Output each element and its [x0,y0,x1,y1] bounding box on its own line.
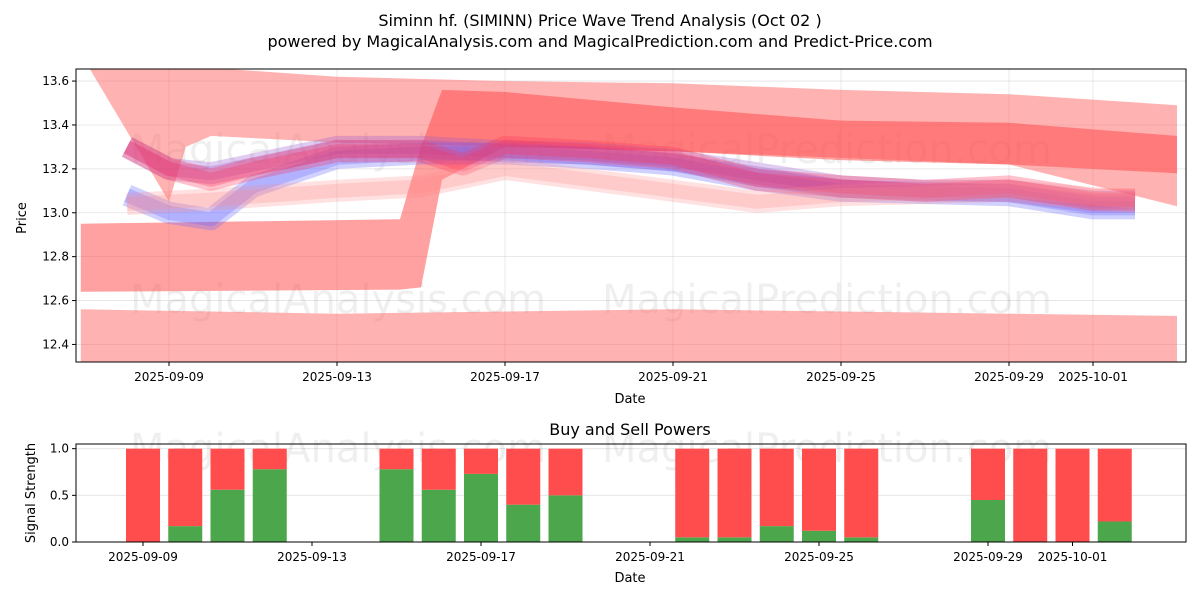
bottom-x-label: Date [614,571,645,586]
bottom-y-tick-label: 0.0 [50,535,69,549]
sell-bar [844,448,879,538]
sell-bar [210,448,245,490]
sell-bar [759,448,794,527]
buy-bar [252,469,287,542]
bottom-x-tick-label: 2025-09-09 [108,550,178,564]
sell-bar [1055,448,1090,542]
top-y-tick-label: 13.6 [42,74,69,88]
buy-bar [548,495,583,542]
sell-bar [971,448,1005,500]
top-x-tick-label: 2025-09-29 [974,370,1044,384]
purple-wave-2 [121,135,1135,213]
top-x-label: Date [614,392,645,407]
top-y-ticks: 12.4 12.6 12.8 13.0 13.2 13.4 13.6 [42,74,76,351]
sell-bar [802,448,836,531]
top-x-tick-label: 2025-09-09 [134,370,204,384]
chart-subtitle: powered by MagicalAnalysis.com and Magic… [267,32,932,51]
sell-bar [717,448,752,538]
blue-wave-1 [122,142,1135,231]
buy-bar [421,489,456,542]
bottom-x-tick-label: 2025-10-01 [1038,550,1108,564]
buy-bar [1097,521,1132,542]
buy-bar [506,504,541,542]
sell-bar [1013,448,1048,542]
sell-bar [675,448,710,538]
bottom-y-label: Signal Strength [24,443,39,543]
chart-title: Siminn hf. (SIMINN) Price Wave Trend Ana… [378,11,821,30]
sell-bar [379,448,414,470]
top-x-tick-label: 2025-09-17 [470,370,540,384]
buy-bar [379,469,414,542]
sell-bar [126,448,160,542]
bottom-y-tick-label: 0.5 [50,488,69,502]
top-y-tick-label: 12.4 [42,337,69,351]
top-x-tick-label: 2025-09-21 [638,370,708,384]
top-y-tick-label: 12.8 [42,250,69,264]
mid-wide-band [80,89,1177,292]
bottom-axes-frame [75,443,1187,543]
buy-bar [971,500,1005,542]
top-y-label: Price [15,202,30,234]
sell-bar [506,448,541,505]
bottom-y-tick-label: 1.0 [50,442,69,456]
bottom-title: Buy and Sell Powers [549,420,711,439]
buy-bar [759,526,794,542]
bottom-bars [126,448,1132,542]
bottom-y-ticks: 0.0 0.5 1.0 [50,442,76,549]
bottom-x-tick-label: 2025-09-21 [615,550,685,564]
buy-bar [464,473,498,542]
bottom-x-ticks: 2025-09-09 2025-09-13 2025-09-17 2025-09-21… [108,542,1107,564]
red-wave-3 [123,139,1135,207]
buy-bar [168,526,203,542]
sell-bar [421,448,456,490]
bottom-x-tick-label: 2025-09-25 [784,550,854,564]
top-bands [80,69,1177,362]
top-x-tick-label: 2025-09-25 [806,370,876,384]
top-y-tick-label: 12.6 [42,294,69,308]
top-y-tick-label: 13.2 [42,162,69,176]
blue-wave-1 [124,146,1135,227]
buy-bar [675,537,710,542]
pink-wave-4 [126,157,1136,215]
top-y-tick-label: 13.4 [42,118,69,132]
buy-bar [717,537,752,542]
sell-bar [464,448,498,474]
sell-bar [548,448,583,496]
sell-bar [252,448,287,470]
pink-wave-4 [126,161,1136,211]
top-y-tick-label: 13.0 [42,206,69,220]
red-wave-3 [121,135,1135,211]
sell-bar [168,448,203,527]
top-waves [121,135,1136,231]
bottom-x-tick-label: 2025-09-29 [953,550,1023,564]
top-x-ticks: 2025-09-09 2025-09-13 2025-09-17 2025-09-21… [134,362,1128,384]
purple-wave-2 [123,139,1135,209]
top-x-tick-label: 2025-09-13 [302,370,372,384]
buy-bar [210,489,245,542]
sell-bar [1097,448,1132,522]
buy-bar [802,530,836,542]
top-axes-frame [75,68,1187,363]
lower-flat-band [80,309,1177,362]
top-x-tick-label: 2025-10-01 [1058,370,1128,384]
buy-bar [844,537,879,542]
bottom-x-tick-label: 2025-09-17 [446,550,516,564]
bottom-x-tick-label: 2025-09-13 [277,550,347,564]
